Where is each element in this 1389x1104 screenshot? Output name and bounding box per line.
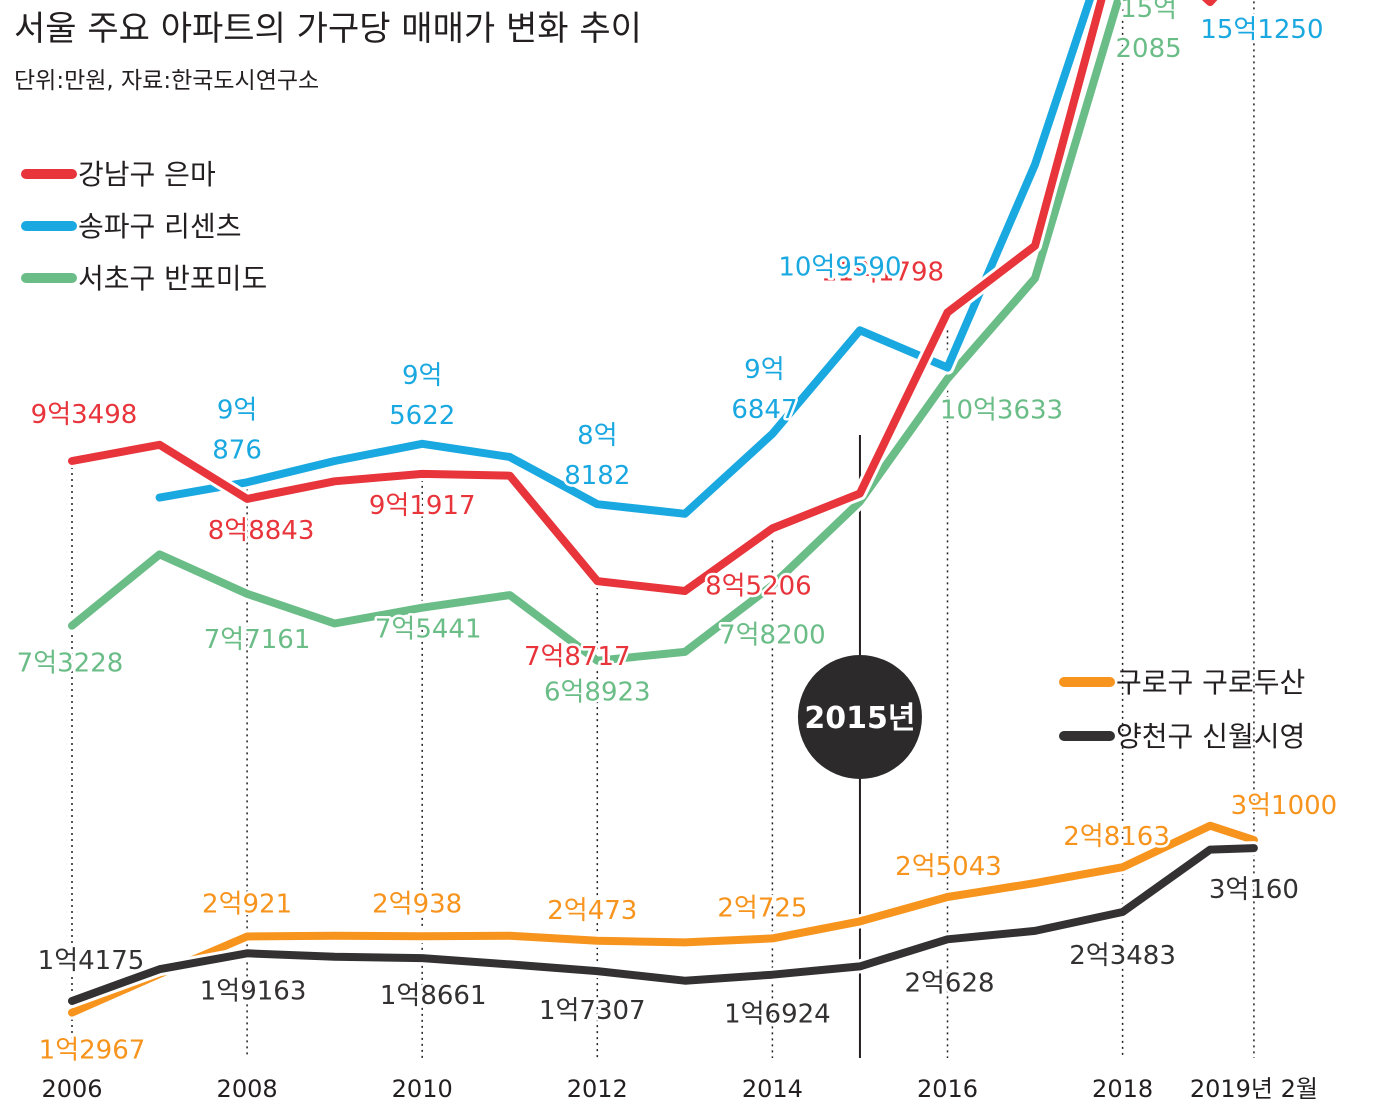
legend-label-gangnam: 강남구 은마 (78, 158, 216, 191)
data-label-line: 6847 (731, 395, 797, 425)
data-label-line: 9억 (402, 361, 442, 391)
series-line-songpa (155, 0, 1094, 518)
data-label-seocho-2012: 6억8923 (544, 678, 651, 708)
legend-label-songpa: 송파구 리센츠 (78, 210, 241, 243)
x-tick-2010: 2010 (392, 1075, 453, 1103)
x-tick-2006: 2006 (41, 1075, 102, 1103)
x-tick-2018: 2018 (1092, 1075, 1153, 1103)
data-label-yangcheon-2016: 2억628 (904, 968, 994, 998)
data-label-guro-2010: 2억938 (372, 889, 462, 919)
data-label-line: 9억 (217, 395, 257, 425)
data-label-line: 8억 (577, 421, 617, 451)
series-lines (65, 0, 1261, 1020)
data-label-gangnam-2016: 11억1798 (821, 257, 944, 287)
series-line-yangcheon (68, 844, 1258, 1005)
data-label-yangcheon-2012: 1억7307 (539, 996, 646, 1026)
data-label-guro-2018: 2억8163 (1063, 822, 1170, 852)
data-label-gangnam-2014: 8억5206 (705, 571, 812, 601)
data-label-yangcheon-2006: 1억4175 (38, 946, 145, 976)
x-axis-ticks: 2006 2008 2010 2012 2014 2016 2018 2019년 2월 (41, 1075, 1318, 1103)
data-label-yangcheon-2010: 1억8661 (380, 981, 487, 1011)
data-label-guro-2008: 2억921 (202, 889, 292, 919)
legend-label-yangcheon: 양천구 신월시영 (1116, 720, 1305, 753)
x-tick-2016: 2016 (917, 1075, 978, 1103)
data-label-gangnam-2006: 9억3498 (31, 400, 138, 430)
data-label-gangnam-2010: 9억1917 (369, 491, 476, 521)
x-tick-2019년 2월: 2019년 2월 (1190, 1075, 1318, 1103)
data-label-guro-2016: 2억5043 (895, 852, 1002, 882)
data-label-yangcheon-2019.5: 3억160 (1209, 875, 1299, 905)
series-line-seocho (68, 0, 1123, 665)
data-label-seocho-2010: 7억5441 (375, 615, 482, 645)
data-label-yangcheon-2018: 2억3483 (1069, 941, 1176, 971)
series-line-gangnam (68, 0, 1218, 595)
data-label-guro-2014: 2억725 (717, 893, 807, 923)
data-label-songpa-2008: 9억 876 (212, 395, 262, 465)
data-label-songpa-2015: 10억9590 (778, 252, 901, 282)
data-label-line: 876 (212, 435, 262, 465)
data-label-seocho-2008: 7억7161 (204, 625, 311, 655)
legend-label-guro: 구로구 구로두산 (1116, 666, 1305, 699)
data-label-line: 2085 (1116, 34, 1182, 64)
year-marker: 2015년 (797, 435, 922, 1058)
data-label-line: 15억 (1120, 0, 1177, 24)
chart-title: 서울 주요 아파트의 가구당 매매가 변화 추이 (14, 9, 642, 49)
marker-label: 2015년 (804, 701, 915, 736)
data-label-songpa-2010: 9억 5622 (389, 361, 455, 431)
data-label-yangcheon-2008: 1억9163 (200, 976, 307, 1006)
chart-subtitle: 단위:만원, 자료:한국도시연구소 (14, 68, 319, 94)
data-label-guro-2019.5: 3억1000 (1231, 791, 1338, 821)
x-tick-2014: 2014 (742, 1075, 803, 1103)
data-label-line: 9억 (744, 355, 784, 385)
data-label-guro-2012: 2억473 (547, 896, 637, 926)
data-label-gangnam-2012: 7억8717 (524, 642, 631, 672)
data-label-songpa-2014: 9억 6847 (731, 355, 797, 425)
data-label-line: 5622 (389, 401, 455, 431)
data-label-yangcheon-2014: 1억6924 (724, 1000, 831, 1030)
data-label-guro-2006: 1억2967 (39, 1036, 146, 1066)
series-line-guro (68, 821, 1258, 1017)
data-label-seocho-2014: 7억8200 (719, 620, 826, 650)
legend-label-seocho: 서초구 반포미도 (78, 262, 267, 295)
data-label-seocho-2018: 15억 2085 (1116, 0, 1182, 64)
marker-badge (797, 655, 922, 779)
x-tick-2008: 2008 (217, 1075, 278, 1103)
data-label-gangnam-2008: 8억8843 (208, 516, 315, 546)
data-label-songpa-2012: 8억 8182 (564, 421, 630, 491)
data-label-seocho-2006: 7억3228 (17, 649, 124, 679)
data-label-seocho-2016: 10억3633 (940, 396, 1063, 426)
data-label-line: 8182 (564, 461, 630, 491)
x-tick-2012: 2012 (567, 1075, 628, 1103)
data-label-songpa-2019.5: 15억1250 (1200, 15, 1323, 45)
data-labels: 9억3498 8억8843 9억1917 7억8717 8억5206 11억1798 15억… (14, 0, 1340, 1068)
